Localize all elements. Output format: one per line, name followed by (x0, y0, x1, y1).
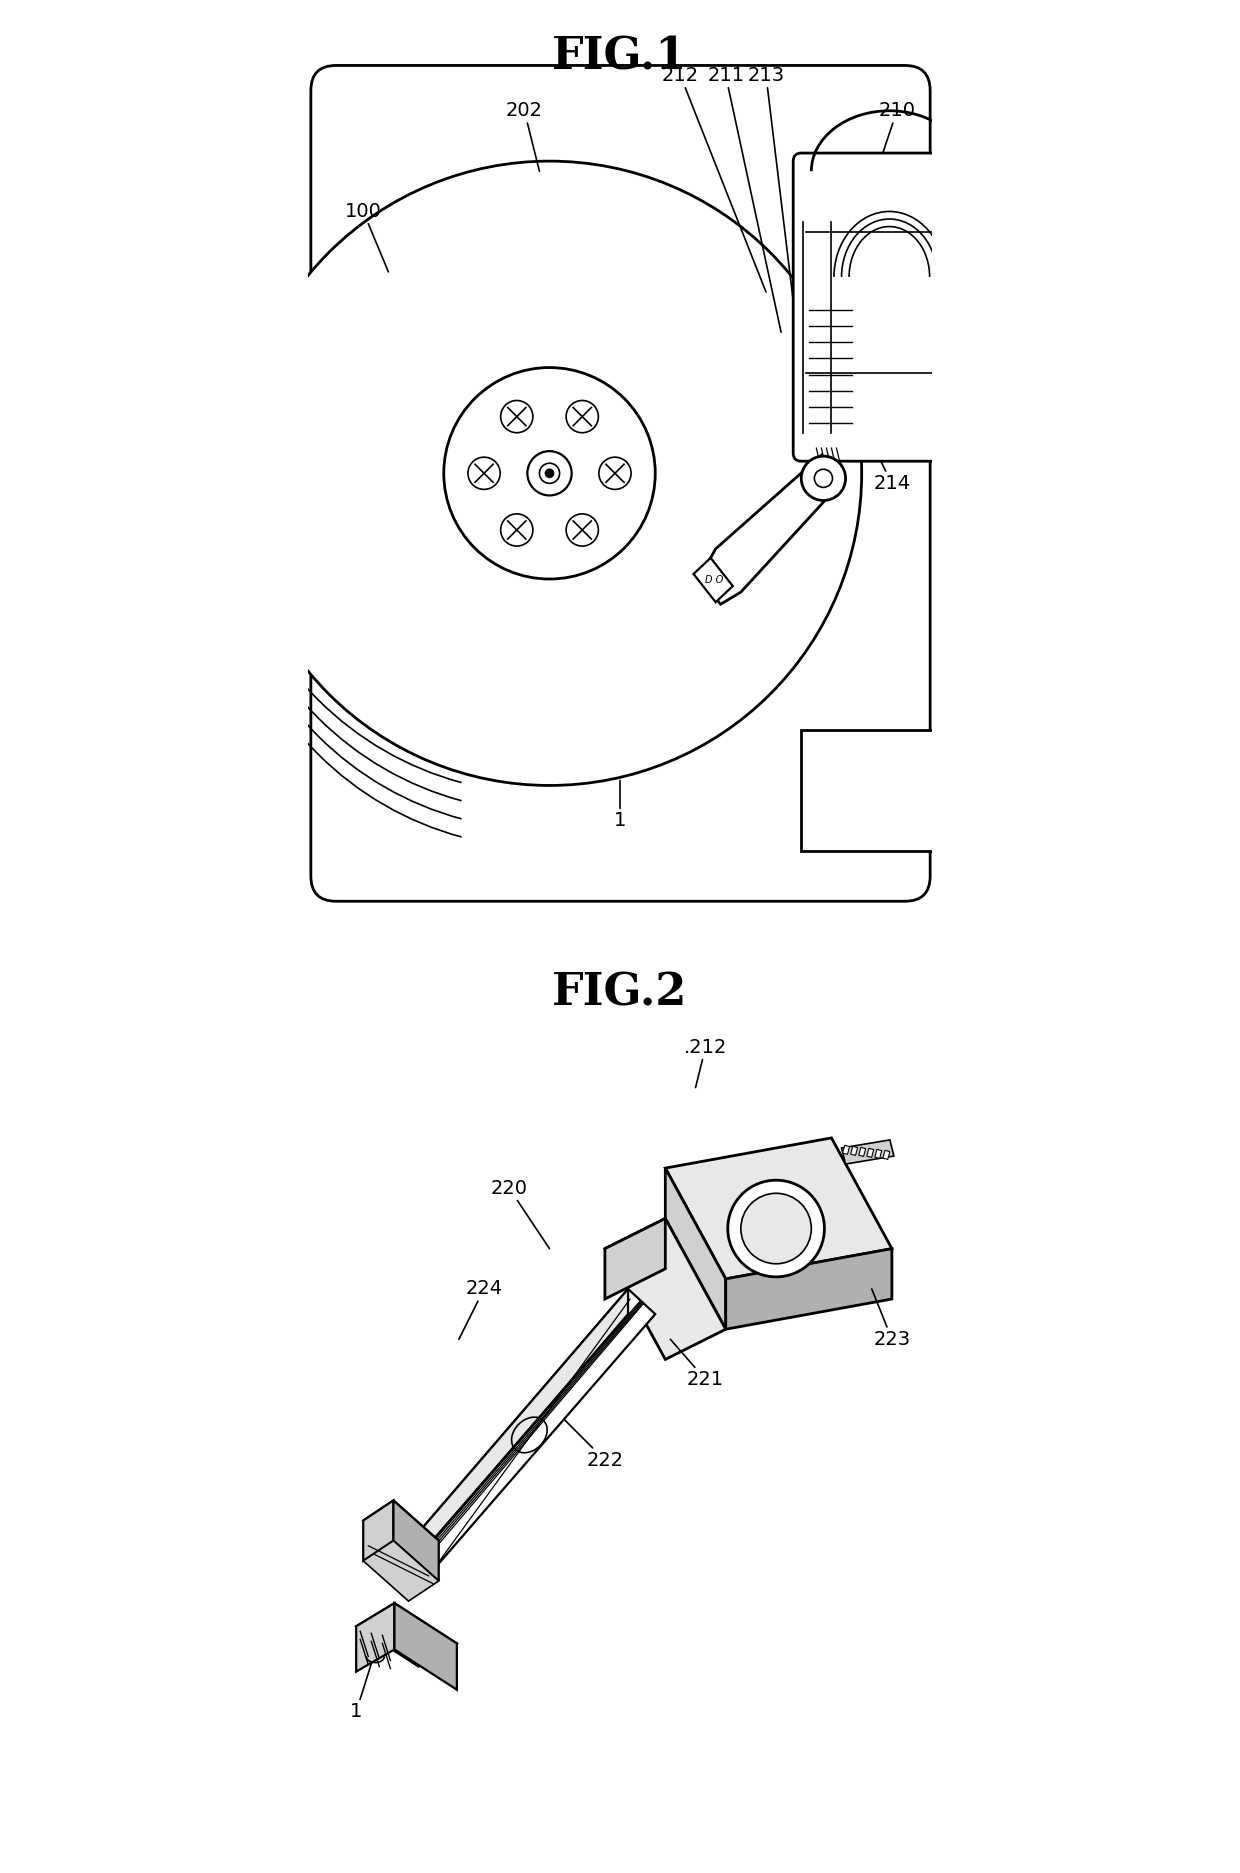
Text: .212: .212 (684, 1038, 728, 1088)
Circle shape (546, 470, 553, 478)
Text: 214: 214 (872, 444, 910, 493)
Bar (875, 1150, 882, 1158)
Text: 224: 224 (459, 1279, 502, 1339)
Text: 212: 212 (662, 66, 766, 292)
Bar (801, 730, 957, 850)
FancyBboxPatch shape (794, 154, 986, 461)
Text: 221: 221 (671, 1339, 724, 1390)
FancyBboxPatch shape (311, 66, 930, 901)
Polygon shape (605, 1219, 725, 1360)
Polygon shape (666, 1169, 725, 1330)
Polygon shape (356, 1603, 394, 1671)
Bar (867, 1148, 874, 1158)
Circle shape (740, 1193, 811, 1264)
Text: 210: 210 (877, 101, 915, 170)
Polygon shape (363, 1541, 439, 1601)
Circle shape (599, 457, 631, 489)
Circle shape (501, 513, 533, 547)
Bar (883, 1150, 890, 1159)
Text: 213: 213 (748, 66, 801, 367)
Polygon shape (394, 1603, 456, 1689)
Text: 202: 202 (506, 101, 543, 170)
Polygon shape (398, 1289, 627, 1581)
Polygon shape (693, 558, 733, 603)
Polygon shape (398, 1289, 655, 1581)
Bar (851, 1146, 858, 1156)
Polygon shape (725, 1249, 892, 1330)
Polygon shape (363, 1500, 439, 1560)
Polygon shape (356, 1603, 456, 1667)
Polygon shape (666, 1139, 892, 1279)
Text: 1: 1 (350, 1641, 378, 1721)
Circle shape (539, 463, 559, 483)
Circle shape (801, 457, 846, 500)
Text: 230: 230 (838, 790, 875, 841)
Text: 1: 1 (614, 781, 626, 830)
Bar (859, 1148, 866, 1156)
Text: 220: 220 (491, 1178, 549, 1249)
Circle shape (237, 161, 862, 785)
Text: 222: 222 (559, 1414, 624, 1470)
Bar (843, 1144, 849, 1154)
Polygon shape (605, 1219, 666, 1300)
Circle shape (527, 451, 572, 496)
Circle shape (567, 513, 599, 547)
Text: 211: 211 (707, 66, 781, 332)
Polygon shape (698, 455, 842, 605)
Text: 100: 100 (345, 202, 388, 272)
Text: FIG.1: FIG.1 (552, 36, 688, 79)
Circle shape (467, 457, 500, 489)
Text: FIG.2: FIG.2 (552, 972, 688, 1015)
Polygon shape (393, 1500, 439, 1581)
Circle shape (567, 401, 599, 433)
Circle shape (444, 367, 655, 579)
Circle shape (815, 470, 832, 487)
Polygon shape (363, 1500, 393, 1560)
Text: 223: 223 (872, 1289, 910, 1349)
Text: D O: D O (704, 575, 723, 584)
Polygon shape (842, 1141, 894, 1165)
Circle shape (728, 1180, 825, 1277)
Circle shape (501, 401, 533, 433)
